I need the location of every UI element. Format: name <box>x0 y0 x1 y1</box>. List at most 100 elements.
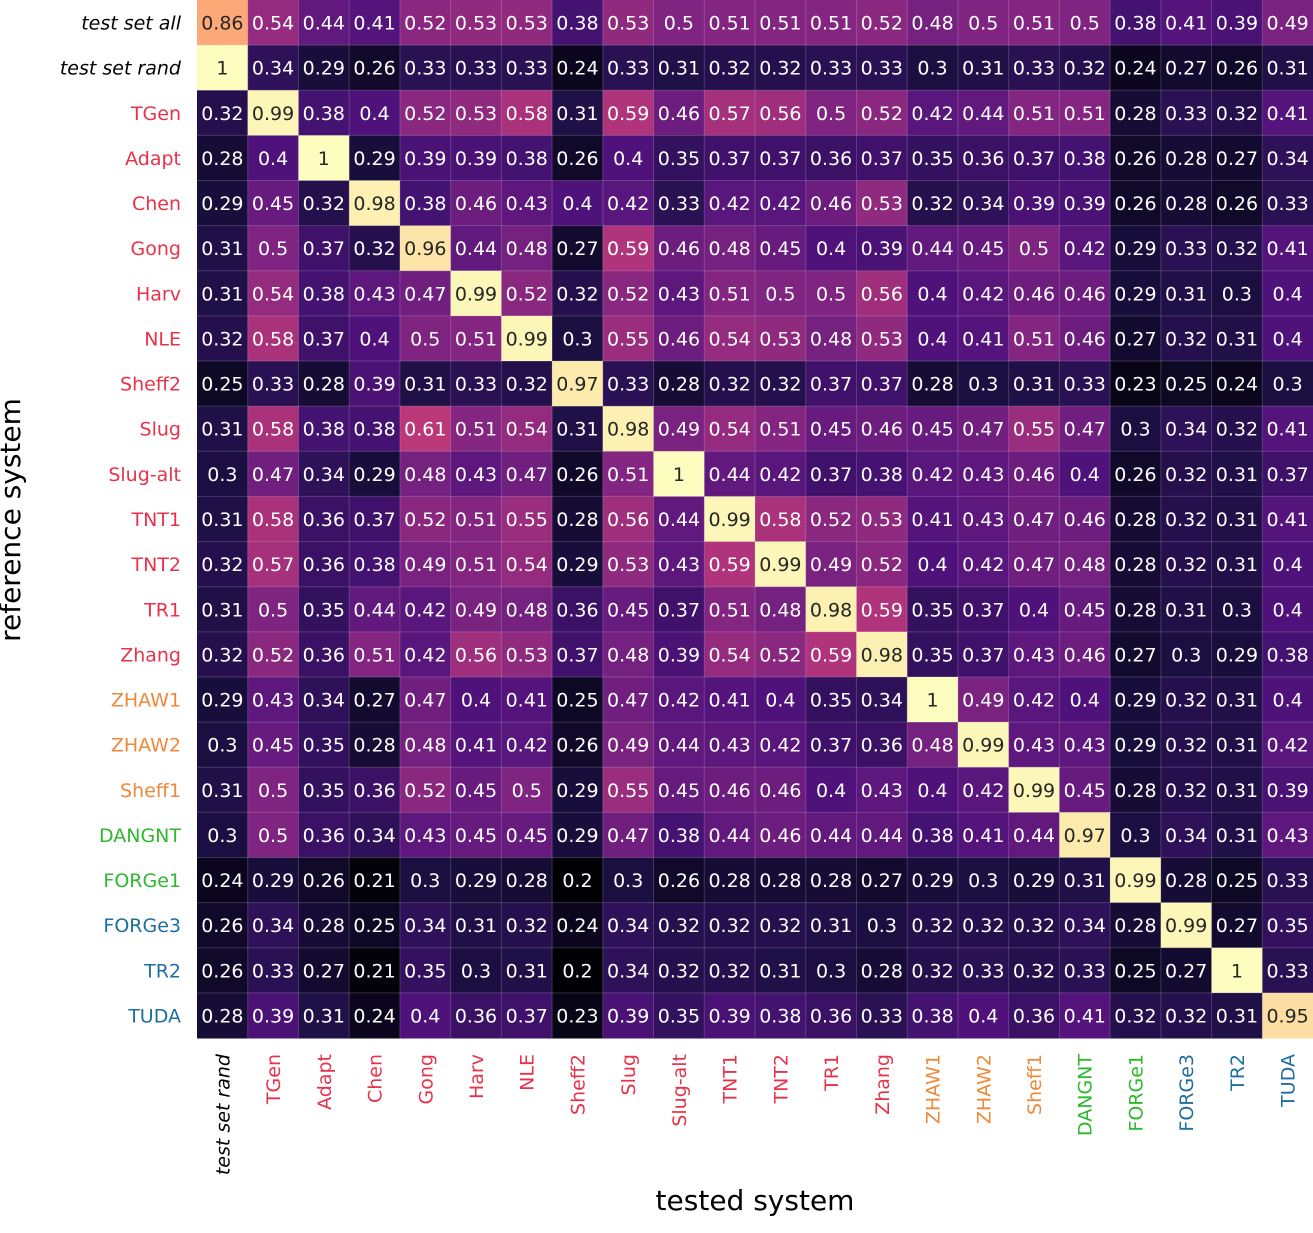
heatmap-cell <box>1110 586 1162 633</box>
cell-value-label: 0.25 <box>201 374 243 396</box>
heatmap-cell <box>856 135 908 182</box>
heatmap-cell <box>197 631 249 678</box>
heatmap-cell <box>1110 45 1162 91</box>
cell-value-label: 0.31 <box>1165 599 1207 621</box>
cell-value-label: 0.4 <box>1070 464 1100 486</box>
heatmap-cell <box>1059 722 1111 768</box>
cell-value-label: 0.3 <box>968 374 998 396</box>
cell-value-label: 0.26 <box>1114 193 1156 215</box>
cell-value-label: 0.31 <box>1266 58 1308 80</box>
cell-value-label: 0.32 <box>708 960 750 982</box>
heatmap-cell <box>1110 992 1162 1039</box>
heatmap-cell <box>1262 135 1313 182</box>
column-label: TR1 <box>821 1054 843 1092</box>
cell-value-label: 0.49 <box>607 735 649 757</box>
heatmap-cell <box>399 722 452 768</box>
cell-value-label: 0.43 <box>506 193 548 215</box>
heatmap-cell <box>856 767 908 813</box>
cell-value-label: 0.52 <box>404 509 446 531</box>
column-label: DANGNT <box>1075 1054 1097 1136</box>
heatmap-cell <box>247 315 299 362</box>
heatmap-cell <box>602 857 655 904</box>
heatmap-cell <box>247 857 299 904</box>
cell-value-label: 0.44 <box>708 464 750 486</box>
heatmap-cell <box>1262 676 1313 723</box>
heatmap-cell <box>501 947 553 994</box>
cell-value-label: 0.28 <box>658 374 700 396</box>
cell-value-label: 0.35 <box>658 1005 700 1027</box>
cell-value-label: 0.48 <box>759 599 801 621</box>
cell-value-label: 0.51 <box>1013 13 1055 35</box>
cell-value-label: 0.3 <box>867 915 897 937</box>
heatmap-cell <box>1110 902 1162 949</box>
cell-value-label: 0.28 <box>1114 554 1156 576</box>
cell-value-label: 0.33 <box>252 960 294 982</box>
cell-value-label: 0.35 <box>658 148 700 170</box>
cell-value-label: 0.98 <box>861 644 903 666</box>
heatmap-cell <box>1008 496 1060 543</box>
heatmap-cell <box>957 225 1010 272</box>
cell-value-label: 0.4 <box>1273 690 1303 712</box>
cell-value-label: 0.46 <box>1064 328 1106 350</box>
cell-value-label: 0.99 <box>1114 870 1156 892</box>
cell-value-label: 0.4 <box>968 1005 998 1027</box>
cell-value-label: 0.86 <box>201 13 243 35</box>
cell-value-label: 0.41 <box>1266 238 1308 260</box>
heatmap-cell <box>856 225 908 272</box>
column-label: FORGe1 <box>1125 1054 1147 1132</box>
column-label: test set rand <box>212 1053 234 1175</box>
heatmap-cell <box>957 857 1010 904</box>
heatmap-cell <box>704 496 756 543</box>
heatmap-cell <box>399 0 452 46</box>
heatmap-cell <box>907 812 959 858</box>
cell-value-label: 0.33 <box>861 1005 903 1027</box>
heatmap-cell <box>1008 857 1060 904</box>
heatmap-cell <box>1160 361 1213 407</box>
heatmap-cell <box>907 541 959 588</box>
heatmap-cell <box>1211 947 1263 994</box>
heatmap-cell <box>1110 135 1162 182</box>
cell-value-label: 0.48 <box>607 644 649 666</box>
cell-value-label: 0.45 <box>911 419 953 441</box>
cell-value-label: 0.31 <box>658 58 700 80</box>
heatmap-cell <box>501 541 553 588</box>
cell-value-label: 0.44 <box>708 825 750 847</box>
cell-value-label: 0.32 <box>708 915 750 937</box>
heatmap-cell <box>957 631 1010 678</box>
cell-value-label: 0.33 <box>506 58 548 80</box>
cell-value-label: 0.44 <box>810 825 852 847</box>
cell-value-label: 0.53 <box>455 13 497 35</box>
cell-value-label: 0.29 <box>1114 735 1156 757</box>
cell-value-label: 0.99 <box>708 509 750 531</box>
cell-value-label: 0.32 <box>201 644 243 666</box>
cell-value-label: 0.25 <box>1216 870 1258 892</box>
heatmap-cell <box>653 767 705 813</box>
heatmap-cell <box>552 722 604 768</box>
cell-value-label: 0.35 <box>911 599 953 621</box>
cell-value-label: 0.47 <box>607 825 649 847</box>
cell-value-label: 0.4 <box>359 328 389 350</box>
cell-value-label: 0.52 <box>404 13 446 35</box>
cell-value-label: 0.34 <box>303 690 345 712</box>
cell-value-label: 0.46 <box>1013 283 1055 305</box>
heatmap-cell <box>501 586 553 633</box>
cell-value-label: 0.3 <box>968 870 998 892</box>
heatmap-cell <box>247 992 299 1039</box>
cell-value-label: 0.52 <box>861 13 903 35</box>
heatmap-cell <box>856 0 908 46</box>
cell-value-label: 0.31 <box>201 599 243 621</box>
heatmap-cell <box>552 541 604 588</box>
row-label: test set rand <box>60 58 182 80</box>
cell-value-label: 0.39 <box>1013 193 1055 215</box>
cell-value-label: 0.38 <box>556 13 598 35</box>
heatmap-cell <box>298 0 350 46</box>
heatmap-cell <box>602 902 655 949</box>
heatmap-cell <box>1008 541 1060 588</box>
heatmap-cell <box>704 947 756 994</box>
cell-value-label: 1 <box>926 690 938 712</box>
row-label: Slug <box>140 419 181 441</box>
column-label: Zhang <box>872 1054 894 1115</box>
heatmap-cell <box>602 180 655 227</box>
cell-value-label: 0.38 <box>353 554 395 576</box>
heatmap-cell <box>501 135 553 182</box>
